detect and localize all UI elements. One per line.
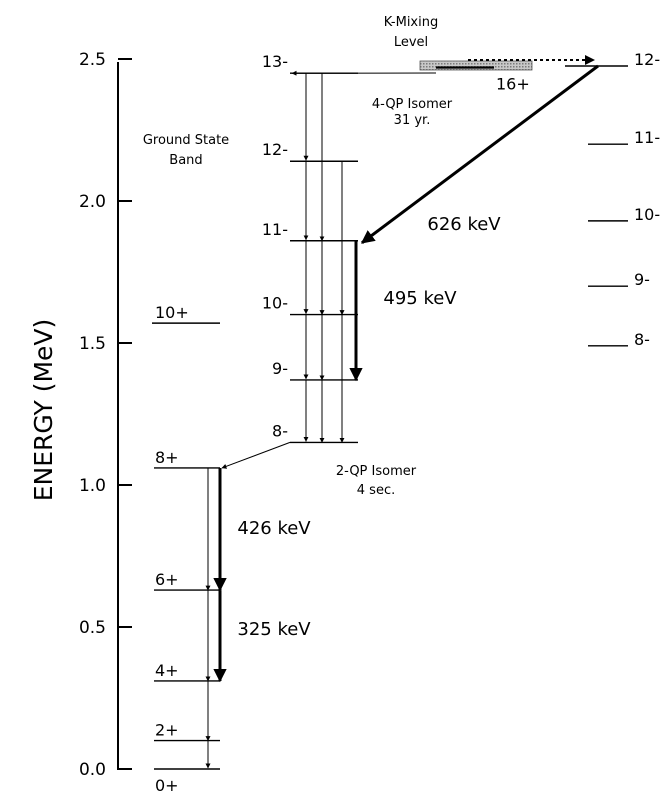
level-spin-label: 10+ (155, 303, 189, 322)
isomer-2qp-label-line2: 4 sec. (357, 483, 395, 498)
axis-tick-label: 0.5 (79, 618, 106, 638)
axis-title: ENERGY (MeV) (29, 319, 58, 502)
axis-tick-label: 0.0 (79, 760, 106, 780)
isomer-2qp-label-line1: 2-QP Isomer (336, 464, 417, 479)
level-spin-label: 8- (634, 330, 650, 349)
level-spin-label: 13- (262, 52, 288, 71)
axis-tick-label: 2.0 (79, 192, 106, 212)
level-spin-label: 16+ (496, 75, 530, 94)
transition-arrow (221, 441, 291, 469)
level-spin-label: 12- (262, 140, 288, 159)
ground-band-label-line2: Band (169, 153, 202, 168)
k-mixing-label-line1: K-Mixing (384, 15, 438, 30)
level-spin-label: 9- (634, 270, 650, 289)
level-spin-label: 2+ (155, 721, 179, 740)
level-spin-label: 10- (634, 205, 660, 224)
level-spin-label: 11- (262, 220, 288, 239)
level-spin-label: 8+ (155, 448, 179, 467)
transition-arrows (205, 64, 599, 769)
gamma-626-label: 626 keV (427, 214, 501, 235)
axis-tick-label: 2.5 (79, 50, 106, 70)
level-spin-label: 4+ (155, 661, 179, 680)
level-spin-label: 12- (634, 50, 660, 69)
level-spin-label: 8- (272, 421, 288, 440)
isomer-4qp-label-line2: 31 yr. (394, 113, 431, 128)
gamma-495-label: 495 keV (383, 288, 457, 309)
gamma-325-label: 325 keV (237, 619, 311, 640)
axis-ticks: 0.0 0.5 1.0 1.5 2.0 2.5 (79, 50, 132, 780)
k-mixing-label-line2: Level (394, 35, 428, 50)
energy-levels: 0+ 2+ 4+ 6+ 8+ 10+ 8- 9- 10- 11- 12- 13- 16+ 8- 9- 10- 1… (152, 50, 660, 795)
axis-tick-label: 1.5 (79, 334, 106, 354)
level-spin-label: 11- (634, 128, 660, 147)
energy-axis: 0.0 0.5 1.0 1.5 2.0 2.5 ENERGY (MeV) (29, 50, 132, 780)
axis-tick-label: 1.0 (79, 476, 106, 496)
level-spin-label: 9- (272, 359, 288, 378)
ground-band-label-line1: Ground State (143, 133, 229, 148)
level-spin-label: 10- (262, 294, 288, 313)
isomer-4qp-label-line1: 4-QP Isomer (372, 97, 453, 112)
k-mixing-band (419, 60, 533, 71)
level-spin-label: 0+ (155, 776, 179, 795)
level-spin-label: 6+ (155, 570, 179, 589)
gamma-426-label: 426 keV (237, 518, 311, 539)
gamma-626-arrow (360, 64, 599, 244)
